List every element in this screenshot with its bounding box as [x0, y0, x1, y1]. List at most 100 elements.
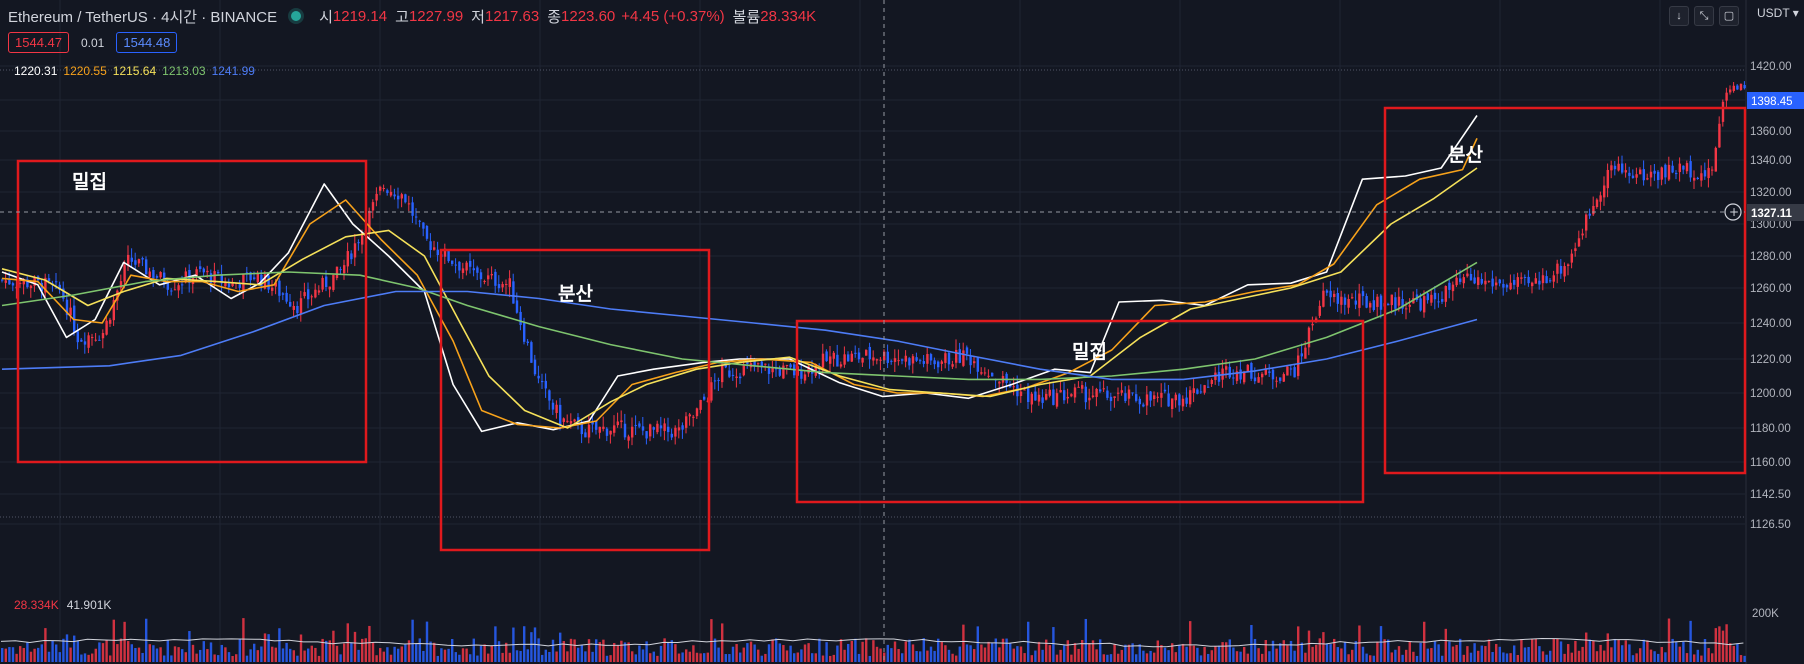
volume-bar	[1577, 650, 1581, 662]
volume-bar	[922, 638, 925, 662]
candle	[771, 367, 774, 373]
candle	[44, 277, 47, 293]
candle	[1444, 285, 1447, 302]
volume-bar	[569, 638, 573, 662]
volume-bar	[1016, 646, 1019, 662]
candle	[555, 404, 558, 413]
volume-bar	[1365, 653, 1368, 662]
candle	[1513, 279, 1516, 285]
volume-bar	[29, 651, 33, 662]
candle	[922, 361, 925, 364]
volume-bar	[613, 643, 616, 662]
volume-bar	[393, 646, 396, 662]
volume-bar	[163, 655, 166, 662]
candle	[91, 337, 94, 339]
volume-bar	[422, 650, 425, 662]
volume-bar	[1369, 655, 1372, 662]
volume-bar	[1606, 633, 1609, 662]
candle	[1509, 282, 1512, 290]
candle	[1423, 296, 1426, 313]
volume-bar	[580, 645, 583, 662]
candle	[659, 425, 663, 429]
volume-bar	[461, 648, 465, 662]
candle	[1261, 373, 1264, 378]
volume-bar	[674, 644, 677, 662]
candle	[847, 354, 850, 362]
volume-bar	[980, 644, 983, 662]
volume-bar	[332, 630, 335, 662]
candle	[1135, 394, 1138, 401]
volume-bar	[1318, 638, 1321, 662]
currency-label: USDT	[1757, 6, 1790, 20]
volume-bar	[1635, 653, 1638, 662]
candle	[195, 269, 198, 277]
volume-bar	[1235, 651, 1239, 662]
symbol-title[interactable]: Ethereum / TetherUS · 4시간 · BINANCE	[8, 8, 278, 26]
candle	[436, 249, 439, 256]
candle	[307, 289, 310, 300]
volume-bar	[868, 655, 871, 662]
volume-bar	[47, 651, 51, 662]
candle	[785, 365, 789, 367]
currency-selector[interactable]: USDT ▾	[1757, 6, 1799, 20]
close-value: 1223.60	[561, 7, 616, 25]
volume-bar	[1030, 655, 1033, 662]
volume-bar	[1109, 654, 1113, 662]
volume-bar	[443, 649, 447, 662]
volume-tick-label: 200K	[1752, 608, 1779, 620]
candle	[1088, 397, 1091, 401]
volume-bar	[119, 638, 123, 662]
candle	[1678, 163, 1681, 173]
volume-bar	[397, 648, 400, 662]
volume-bar	[1138, 644, 1141, 662]
candle	[677, 427, 681, 431]
buy-button[interactable]: 1544.48	[116, 32, 178, 53]
candle	[605, 428, 609, 436]
volume-bar	[631, 651, 634, 662]
annotation-label: 밀집	[1072, 341, 1107, 363]
arrow-down-icon[interactable]: ↓	[1669, 6, 1689, 26]
candle	[389, 191, 393, 196]
candle	[1739, 83, 1743, 91]
volume-bar	[483, 644, 486, 662]
candle	[609, 430, 612, 435]
candle	[1646, 178, 1649, 180]
candle	[281, 293, 285, 295]
volume-bar	[1207, 653, 1210, 662]
sell-button[interactable]: 1544.47	[8, 32, 69, 53]
volume-bar	[317, 655, 321, 662]
candle	[299, 298, 303, 314]
volume-bar	[1441, 655, 1444, 662]
volume-bar	[944, 645, 947, 662]
volume-bar	[958, 646, 961, 662]
candle	[137, 259, 141, 264]
candle	[346, 251, 349, 267]
candle	[526, 341, 529, 343]
price-tick-label: 1142.50	[1750, 489, 1791, 501]
candle	[1271, 369, 1275, 380]
candle	[1228, 366, 1231, 378]
candle	[1304, 347, 1307, 359]
candle	[1185, 397, 1188, 404]
candle	[1340, 296, 1343, 305]
volume-bar	[1405, 649, 1408, 662]
volume-bar	[620, 640, 623, 662]
volume-bar	[998, 647, 1001, 662]
volume-bar	[728, 654, 731, 662]
volume-bar	[1509, 653, 1512, 662]
volume-bar	[224, 647, 227, 662]
volume-bar	[1415, 655, 1419, 662]
volume-bar	[735, 644, 738, 662]
volume-bar	[559, 632, 562, 662]
candle	[753, 360, 756, 367]
candle	[803, 374, 807, 381]
crosshair-price-label: 1327.11	[1751, 208, 1793, 220]
screenshot-icon[interactable]: ▢	[1719, 6, 1739, 26]
volume-bar	[213, 654, 216, 662]
volume-bar	[1232, 647, 1235, 662]
collapse-icon[interactable]: ⤡	[1694, 6, 1714, 26]
volume-bar	[1325, 643, 1329, 662]
volume-bar	[1354, 641, 1357, 662]
volume-bar	[1513, 645, 1516, 662]
